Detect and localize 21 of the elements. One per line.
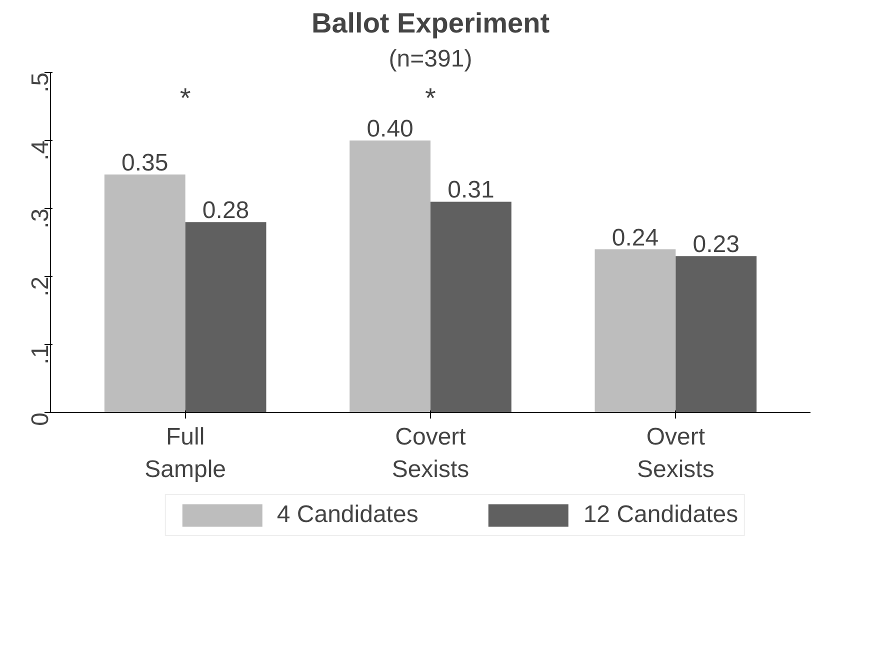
- data-label: 0.24: [612, 224, 659, 252]
- data-label: 0.35: [122, 150, 168, 176]
- legend-label: 4 Candidates: [276, 501, 418, 529]
- data-label: 0.40: [366, 116, 414, 142]
- data-label: 0.28: [202, 197, 250, 224]
- data-label: 0.23: [692, 231, 740, 258]
- y-tick-label: 0: [27, 412, 54, 426]
- legend-label: 12 Candidates: [583, 501, 738, 529]
- annotation: *: [425, 82, 436, 114]
- chart-title: Ballot Experiment: [311, 8, 550, 38]
- y-tick-label: .4: [27, 140, 54, 161]
- y-tick-label: .2: [27, 276, 54, 297]
- y-tick-label: .3: [27, 208, 54, 229]
- x-tick-label: Covert Sexists: [392, 424, 470, 483]
- annotation: *: [180, 82, 191, 114]
- y-tick-label: .5: [27, 72, 54, 93]
- x-tick-label: Full Sample: [144, 424, 226, 483]
- chart-subtitle: (n=391): [388, 46, 472, 72]
- data-label: 0.31: [448, 176, 494, 204]
- y-tick-label: .1: [27, 344, 54, 365]
- x-tick-label: Overt Sexists: [636, 424, 714, 483]
